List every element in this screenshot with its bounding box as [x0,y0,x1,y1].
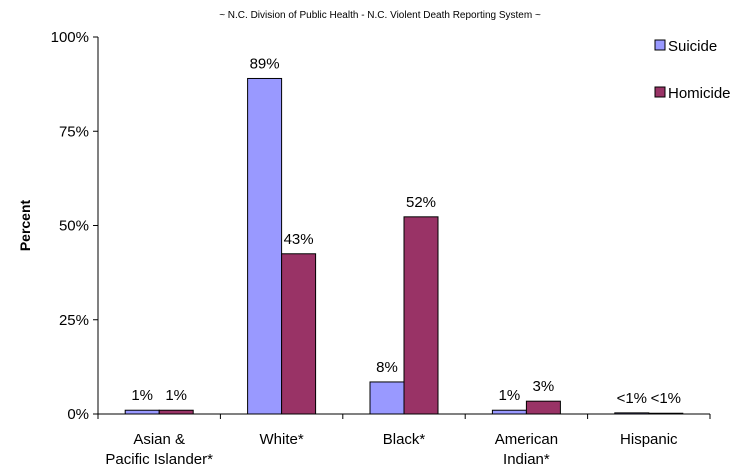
y-tick-label: 0% [67,406,89,423]
bars [124,77,684,415]
data-label: 1% [165,387,187,404]
axes: 0% 25% 50% 75% 100% Percent [17,29,711,423]
bar-suicide [614,412,650,415]
y-tick-label: 50% [59,218,89,235]
data-label: 89% [250,55,280,72]
bar-suicide [491,409,527,415]
x-tick-label: Pacific Islander* [105,451,213,468]
data-label: 52% [406,194,436,211]
y-tick-label: 100% [51,29,89,46]
bar-homicide [403,216,439,415]
bar-suicide [124,409,160,415]
legend-swatch-homicide [654,86,666,98]
data-label: 1% [499,387,521,404]
data-label: <1% [617,390,647,407]
x-tick-label: Black* [383,431,426,448]
labels: 1% 1% Asian & Pacific Islander* 89% 43% White*… [105,55,681,468]
x-tick-label: White* [260,431,304,448]
x-tick-label: American [495,431,558,448]
legend: Suicide Homicide [654,38,731,102]
x-tick-label: Indian* [503,451,550,468]
source-note: ~ N.C. Division of Public Health - N.C. … [219,10,541,21]
y-axis-label: Percent [17,199,33,251]
bar-suicide [247,77,283,415]
legend-swatch-suicide [654,39,666,51]
bar-homicide [648,412,684,415]
x-tick-label: Hispanic [620,431,678,448]
data-label: 3% [533,378,555,395]
bar-homicide [281,253,317,415]
legend-label-homicide: Homicide [668,85,731,102]
bar-homicide [158,409,194,415]
y-tick-label: 75% [59,123,89,140]
data-label: <1% [651,390,681,407]
y-tick-label: 25% [59,312,89,329]
x-tick-label: Asian & [133,431,185,448]
data-label: 1% [131,387,153,404]
data-label: 8% [376,359,398,376]
bar-homicide [525,400,561,415]
data-label: 43% [284,231,314,248]
bar-suicide [369,381,405,415]
legend-label-suicide: Suicide [668,38,717,55]
